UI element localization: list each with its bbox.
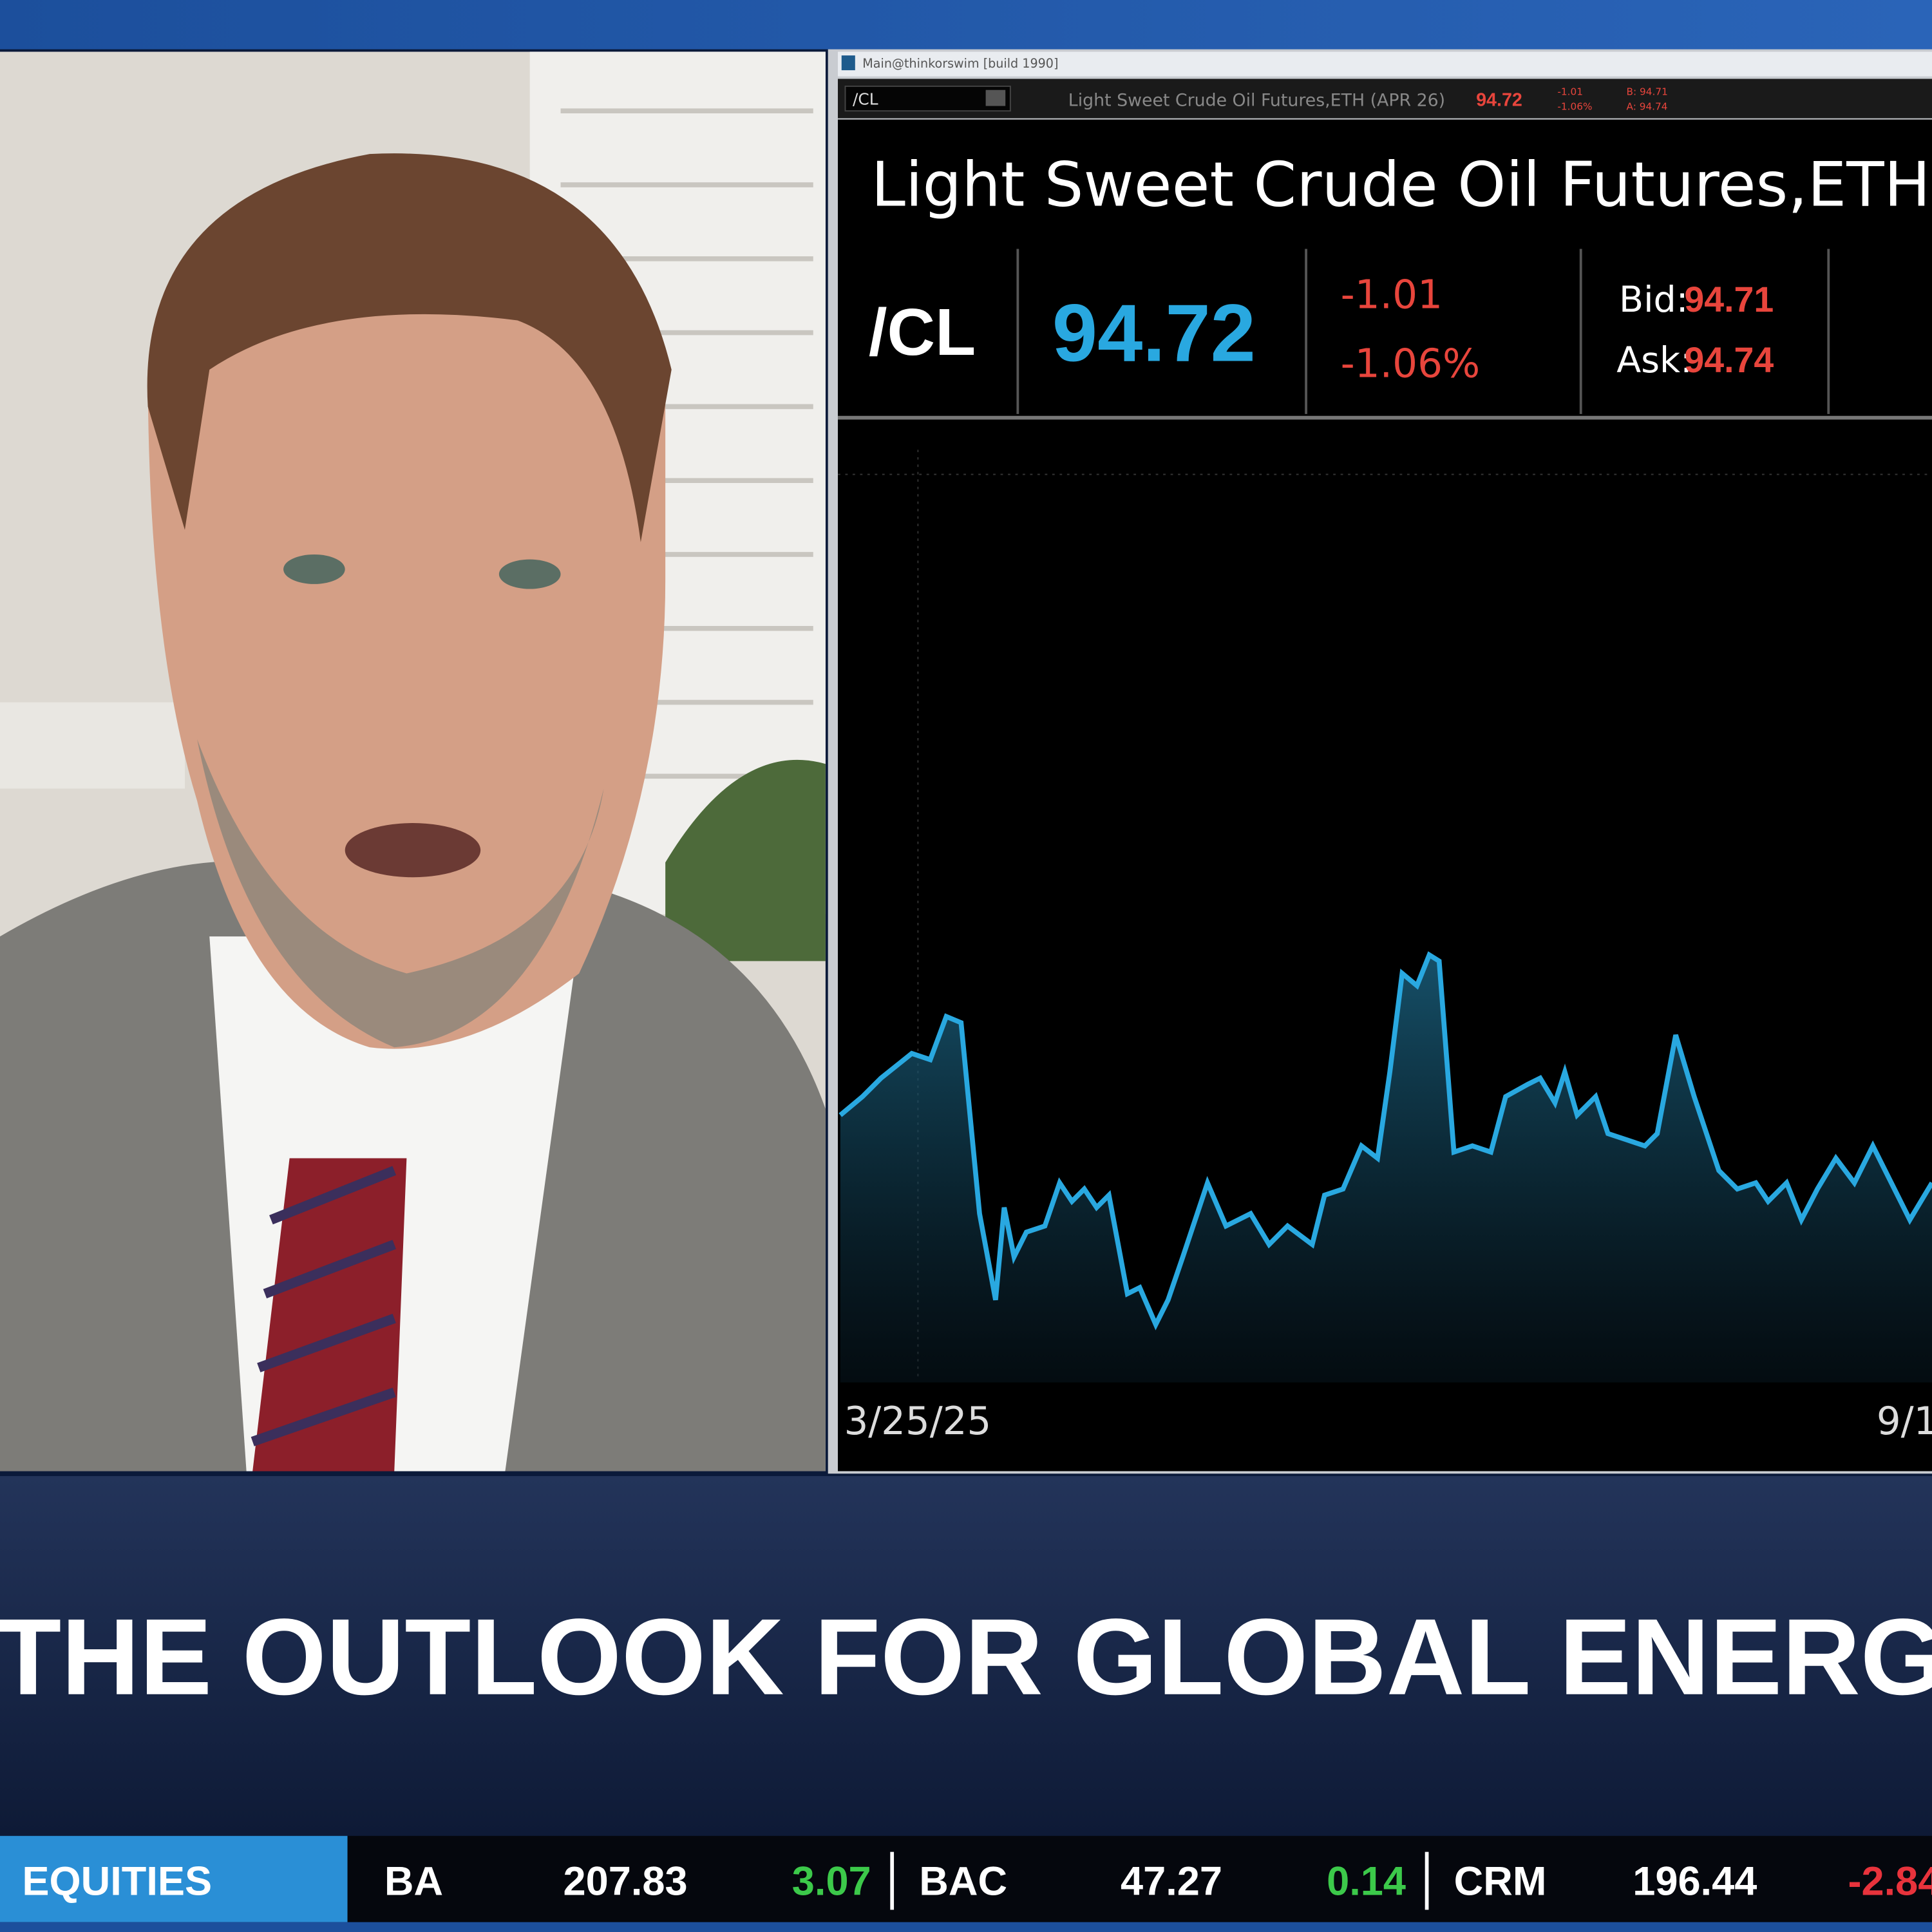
top-band [0,0,1932,50]
ticker-change: -2.84 [1848,1859,1932,1904]
bid-label: Bid: [1619,279,1688,321]
symbol-box[interactable] [844,85,1011,112]
ticker-change: 0.14 [1327,1859,1406,1904]
toolbar-last: 94.72 [1476,90,1522,111]
ticker-price: 196.44 [1633,1859,1757,1904]
ticker-symbol: CRM [1454,1859,1547,1904]
ticker-symbol: BAC [919,1859,1007,1904]
ask-label: Ask: [1616,340,1692,381]
ticker-items: BA 207.83 3.07 BAC 47.27 0.14 CRM 196.44 -2.84 [384,1852,1932,1910]
price-area [840,954,1932,1383]
ticker-label: EQUITIES [22,1859,212,1904]
trading-window: Main@thinkorswim [build 1990] /CL Light … [828,49,1932,1474]
symbol-box-text: /CL [853,90,878,109]
ticker-label-box [0,1835,348,1922]
ticker-price: 207.83 [564,1859,688,1904]
quote-change: -1.01 [1341,272,1443,317]
ticker-price: 47.27 [1121,1859,1222,1904]
ticker-change: 3.07 [792,1859,871,1904]
window-title: Main@thinkorswim [build 1990] [862,56,1058,71]
price-line [838,951,1932,1331]
toolbar-bid: B: 94.71 [1627,86,1668,97]
toolbar-change-percent: -1.06% [1557,100,1592,112]
quote-change-percent: -1.06% [1341,341,1481,386]
toolbar-ask: A: 94.74 [1627,100,1668,112]
headline: THE OUTLOOK FOR GLOBAL ENERGY M [0,1596,1932,1718]
quote-title: Light Sweet Crude Oil Futures,ETH [871,149,1931,221]
quote-last: 94.72 [1052,288,1256,379]
toolbar-change: -1.01 [1557,86,1583,97]
lower-third [0,1476,1932,1836]
x-label: 3/25/25 [844,1399,992,1443]
ask: 94.74 [1684,340,1774,380]
bid: 94.71 [1684,279,1774,319]
toolbar-description: Light Sweet Crude Oil Futures,ETH (APR 2… [1068,91,1445,111]
x-label: 9/1 [1877,1399,1932,1443]
ticker-symbol: BA [384,1859,443,1904]
bottom-band [0,1922,1932,1932]
video-panel [0,52,826,1472]
quote-symbol: /CL [869,294,976,369]
